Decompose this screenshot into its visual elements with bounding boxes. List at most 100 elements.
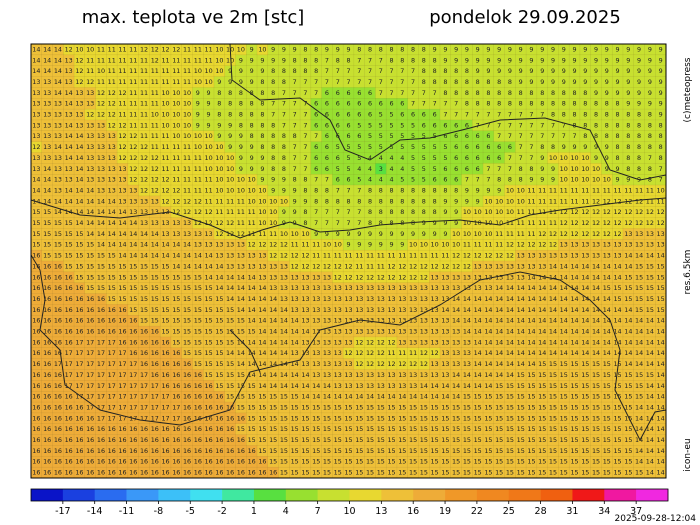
grid-value: 8 (486, 100, 490, 108)
grid-value: 7 (519, 121, 523, 129)
grid-value: 15 (75, 262, 83, 270)
grid-value: 14 (560, 306, 568, 314)
grid-value: 15 (538, 393, 546, 401)
grid-value: 13 (258, 262, 266, 270)
grid-value: 12 (151, 176, 159, 184)
grid-value: 14 (560, 295, 568, 303)
grid-value: 14 (43, 186, 51, 194)
grid-value: 15 (151, 273, 159, 281)
grid-value: 14 (635, 317, 643, 325)
grid-value: 16 (65, 328, 73, 336)
grid-value: 11 (140, 56, 148, 64)
grid-value: 13 (32, 154, 40, 162)
grid-value: 15 (506, 393, 514, 401)
grid-value: 16 (205, 393, 213, 401)
grid-value: 11 (215, 197, 223, 205)
grid-value: 11 (108, 78, 116, 86)
grid-value: 16 (86, 469, 94, 477)
grid-value: 13 (452, 360, 460, 368)
grid-value: 12 (387, 338, 395, 346)
grid-value: 15 (398, 414, 406, 422)
grid-value: 6 (476, 132, 480, 140)
grid-value: 10 (226, 165, 234, 173)
grid-value: 16 (161, 447, 169, 455)
grid-value: 9 (519, 45, 523, 53)
grid-value: 11 (97, 45, 105, 53)
value-grid: 14 14 14 12 10 10 11 11 11 11 12 12 12 12 11 11 11 10 10 10… (30, 43, 667, 479)
grid-value: 16 (205, 382, 213, 390)
grid-value: 15 (75, 252, 83, 260)
grid-value: 15 (54, 219, 62, 227)
grid-value: 11 (129, 56, 137, 64)
grid-value: 16 (43, 371, 51, 379)
grid-value: 10 (280, 197, 288, 205)
grid-value: 8 (357, 197, 361, 205)
grid-value: 15 (377, 447, 385, 455)
grid-value: 15 (366, 458, 374, 466)
grid-value: 9 (217, 121, 221, 129)
grid-value: 6 (476, 154, 480, 162)
grid-value: 5 (390, 132, 394, 140)
grid-value: 6 (443, 121, 447, 129)
grid-value: 13 (398, 371, 406, 379)
grid-value: 15 (603, 447, 611, 455)
grid-value: 15 (280, 393, 288, 401)
grid-value: 16 (226, 425, 234, 433)
grid-value: 16 (97, 328, 105, 336)
grid-value: 15 (603, 458, 611, 466)
grid-value: 16 (97, 447, 105, 455)
grid-value: 12 (366, 273, 374, 281)
grid-value: 13 (32, 111, 40, 119)
grid-value: 14 (75, 154, 83, 162)
grid-value: 13 (613, 252, 621, 260)
grid-value: 8 (508, 89, 512, 97)
grid-value: 12 (441, 262, 449, 270)
grid-value: 8 (583, 111, 587, 119)
colorbar-segment (572, 489, 605, 501)
grid-value: 13 (323, 306, 331, 314)
grid-value: 6 (454, 143, 458, 151)
grid-value: 13 (613, 241, 621, 249)
grid-value: 15 (506, 425, 514, 433)
grid-value: 13 (237, 241, 245, 249)
grid-value: 15 (474, 436, 482, 444)
grid-value: 8 (508, 176, 512, 184)
grid-value: 15 (603, 360, 611, 368)
grid-value: 6 (357, 111, 361, 119)
grid-value: 12 (387, 273, 395, 281)
grid-value: 15 (215, 349, 223, 357)
grid-value: 12 (301, 252, 309, 260)
grid-value: 13 (54, 132, 62, 140)
grid-value: 13 (441, 371, 449, 379)
grid-value: 10 (183, 89, 191, 97)
grid-value: 11 (118, 45, 126, 53)
grid-value: 14 (129, 230, 137, 238)
grid-value: 15 (592, 371, 600, 379)
grid-value: 16 (172, 469, 180, 477)
grid-value: 14 (635, 349, 643, 357)
grid-value: 8 (583, 132, 587, 140)
grid-value: 17 (75, 349, 83, 357)
grid-value: 14 (646, 436, 654, 444)
grid-value: 7 (303, 78, 307, 86)
grid-value: 14 (237, 349, 245, 357)
grid-value: 10 (215, 165, 223, 173)
grid-value: 15 (172, 317, 180, 325)
grid-value: 10 (323, 241, 331, 249)
grid-value: 13 (377, 382, 385, 390)
grid-value: 15 (538, 382, 546, 390)
grid-value: 5 (443, 154, 447, 162)
colorbar-segment (349, 489, 382, 501)
grid-value: 13 (86, 154, 94, 162)
grid-value: 15 (474, 403, 482, 411)
grid-value: 11 (581, 186, 589, 194)
grid-value: 9 (293, 45, 297, 53)
grid-value: 13 (151, 208, 159, 216)
grid-value: 15 (603, 382, 611, 390)
grid-value: 15 (409, 425, 417, 433)
grid-value: 14 (484, 371, 492, 379)
grid-value: 13 (334, 360, 342, 368)
grid-value: 15 (280, 403, 288, 411)
grid-value: 3 (379, 165, 383, 173)
grid-value: 13 (75, 89, 83, 97)
